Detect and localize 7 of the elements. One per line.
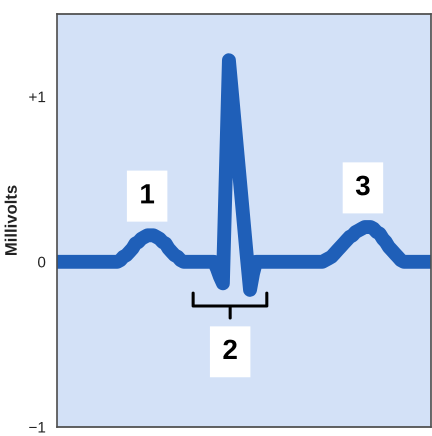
- y-tick-label: +1: [29, 92, 46, 102]
- y-tick-label: 0: [38, 256, 46, 268]
- annotation: 1: [141, 184, 154, 204]
- annotation: 2: [223, 340, 237, 360]
- y-axis-title: Millivolts: [4, 186, 17, 256]
- y-tick-label: −1: [29, 422, 46, 433]
- annotation: 3: [356, 176, 370, 196]
